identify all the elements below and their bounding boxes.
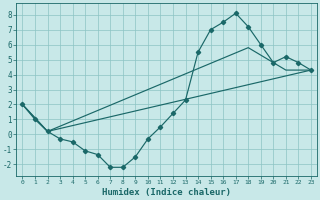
X-axis label: Humidex (Indice chaleur): Humidex (Indice chaleur)	[102, 188, 231, 197]
